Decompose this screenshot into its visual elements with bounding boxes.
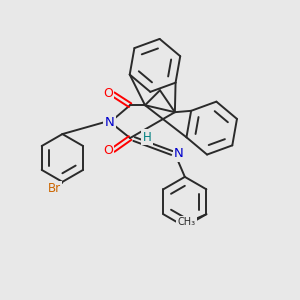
Text: Br: Br: [48, 182, 61, 195]
Text: N: N: [174, 148, 184, 160]
Text: O: O: [103, 87, 112, 100]
Text: O: O: [103, 144, 112, 157]
Text: H: H: [142, 130, 152, 144]
Text: H: H: [142, 130, 152, 144]
Text: N: N: [174, 148, 184, 160]
Text: N: N: [104, 116, 114, 129]
Text: O: O: [103, 144, 112, 157]
Text: O: O: [103, 87, 112, 100]
Text: Br: Br: [48, 182, 61, 195]
Text: CH₃: CH₃: [177, 217, 196, 227]
Text: N: N: [104, 116, 114, 129]
Text: CH₃: CH₃: [177, 217, 196, 227]
